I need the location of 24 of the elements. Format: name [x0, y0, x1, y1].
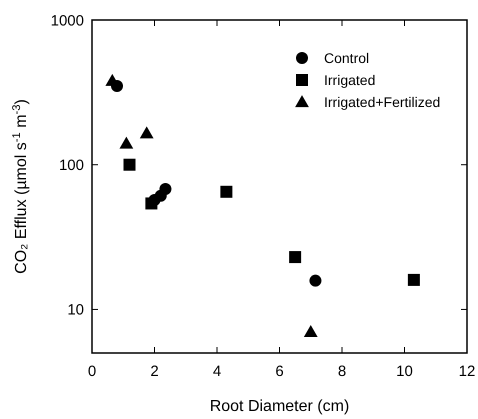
legend-label: Irrigated+Fertilized	[324, 94, 440, 110]
point	[309, 274, 322, 287]
x-tick-label: 8	[338, 363, 346, 380]
y-tick-label: 10	[67, 302, 84, 319]
x-tick-label: 12	[458, 363, 476, 380]
point	[408, 274, 420, 286]
y-tick-label: 1000	[50, 12, 84, 30]
x-tick-label: 2	[150, 363, 159, 380]
point	[119, 136, 134, 149]
point	[220, 186, 232, 198]
point	[289, 251, 302, 264]
point	[304, 324, 318, 337]
point	[111, 80, 123, 92]
x-tick-label: 6	[275, 363, 284, 380]
point	[140, 126, 154, 138]
point	[159, 182, 172, 195]
x-tick-label: 0	[88, 363, 96, 380]
x-axis-title: Root Diameter (cm)	[210, 398, 350, 415]
legend-label: Control	[324, 50, 370, 66]
x-tick-label: 10	[396, 363, 413, 380]
y-tick-label: 100	[58, 156, 84, 174]
point	[124, 158, 136, 171]
x-tick-label: 4	[212, 363, 222, 380]
legend-label: Irrigated	[324, 72, 376, 88]
